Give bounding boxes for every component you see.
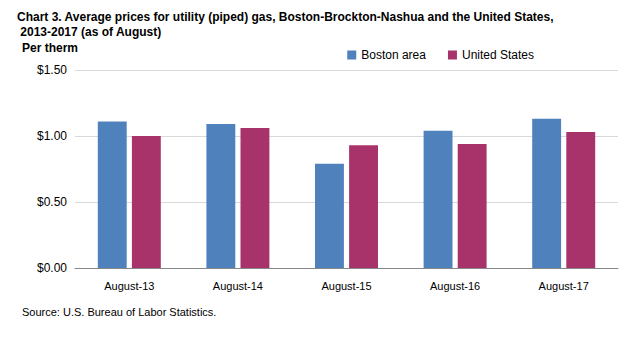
- svg-text:2013-2017 (as of August): 2013-2017 (as of August): [17, 25, 161, 39]
- svg-text:$1.00: $1.00: [37, 129, 67, 143]
- svg-text:August-13: August-13: [104, 280, 154, 292]
- svg-text:Chart 3. Average prices for ut: Chart 3. Average prices for utility (pip…: [17, 10, 554, 24]
- svg-text:August-15: August-15: [321, 280, 371, 292]
- svg-text:$1.50: $1.50: [37, 63, 67, 77]
- svg-text:Per therm: Per therm: [22, 41, 78, 55]
- svg-text:August-16: August-16: [430, 280, 480, 292]
- svg-text:August-14: August-14: [213, 280, 263, 292]
- svg-text:Boston area: Boston area: [361, 48, 426, 62]
- svg-text:August-17: August-17: [539, 280, 589, 292]
- svg-text:Source: U.S. Bureau of Labor S: Source: U.S. Bureau of Labor Statistics.: [22, 306, 216, 318]
- svg-text:$0.50: $0.50: [37, 195, 67, 209]
- svg-text:United States: United States: [462, 48, 534, 62]
- svg-text:$0.00: $0.00: [37, 261, 67, 275]
